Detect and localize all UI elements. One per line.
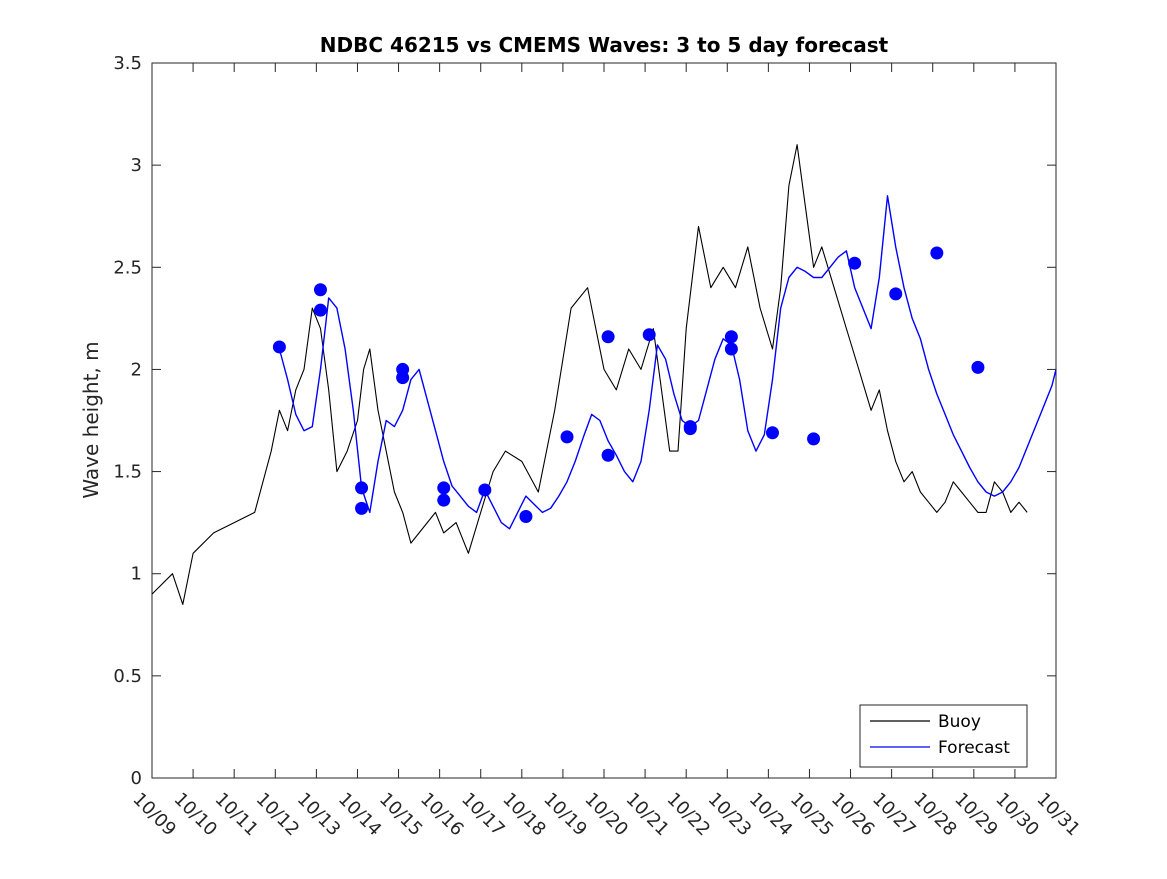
forecast-marker	[355, 481, 369, 495]
legend: Buoy Forecast	[859, 704, 1028, 768]
y-tick-label: 1	[131, 564, 142, 585]
forecast-marker	[437, 481, 451, 495]
forecast-marker	[355, 501, 369, 515]
forecast-marker	[848, 256, 862, 270]
forecast-marker	[930, 246, 944, 260]
series-line-forecast	[278, 195, 1057, 530]
forecast-marker	[807, 432, 821, 446]
forecast-marker	[478, 483, 492, 497]
marker-layer	[272, 246, 985, 524]
y-tick-label: 0	[131, 768, 142, 789]
y-tick-label: 3.5	[113, 53, 142, 74]
forecast-marker	[396, 371, 410, 385]
legend-label-buoy: Buoy	[938, 712, 981, 732]
forecast-marker	[601, 330, 615, 344]
forecast-marker	[313, 303, 327, 317]
forecast-marker	[889, 287, 903, 301]
forecast-marker	[519, 510, 533, 524]
series-line-buoy	[151, 144, 1028, 605]
y-tick-label: 0.5	[113, 666, 142, 687]
forecast-marker	[971, 360, 985, 374]
forecast-marker	[724, 330, 738, 344]
y-tick-label: 3	[131, 155, 142, 176]
forecast-marker	[601, 448, 615, 462]
forecast-marker	[683, 422, 697, 436]
legend-box	[859, 704, 1028, 768]
y-tick-label: 1.5	[113, 462, 142, 483]
forecast-marker	[272, 340, 286, 354]
legend-label-forecast: Forecast	[938, 738, 1010, 758]
forecast-marker	[560, 430, 574, 444]
y-tick-label: 2	[131, 359, 142, 380]
y-axis-label: Wave height, m	[79, 341, 103, 498]
forecast-marker	[724, 342, 738, 356]
chart-title: NDBC 46215 vs CMEMS Waves: 3 to 5 day fo…	[320, 33, 889, 57]
y-tick-label: 2.5	[113, 257, 142, 278]
forecast-marker	[642, 328, 656, 342]
y-axis: 0 0.5 1 1.5 2 2.5 3 3.5	[113, 53, 1056, 789]
forecast-marker	[313, 283, 327, 297]
forecast-marker	[437, 493, 451, 507]
series-layer	[151, 144, 1057, 605]
plot-area	[151, 62, 1057, 779]
forecast-marker	[765, 426, 779, 440]
